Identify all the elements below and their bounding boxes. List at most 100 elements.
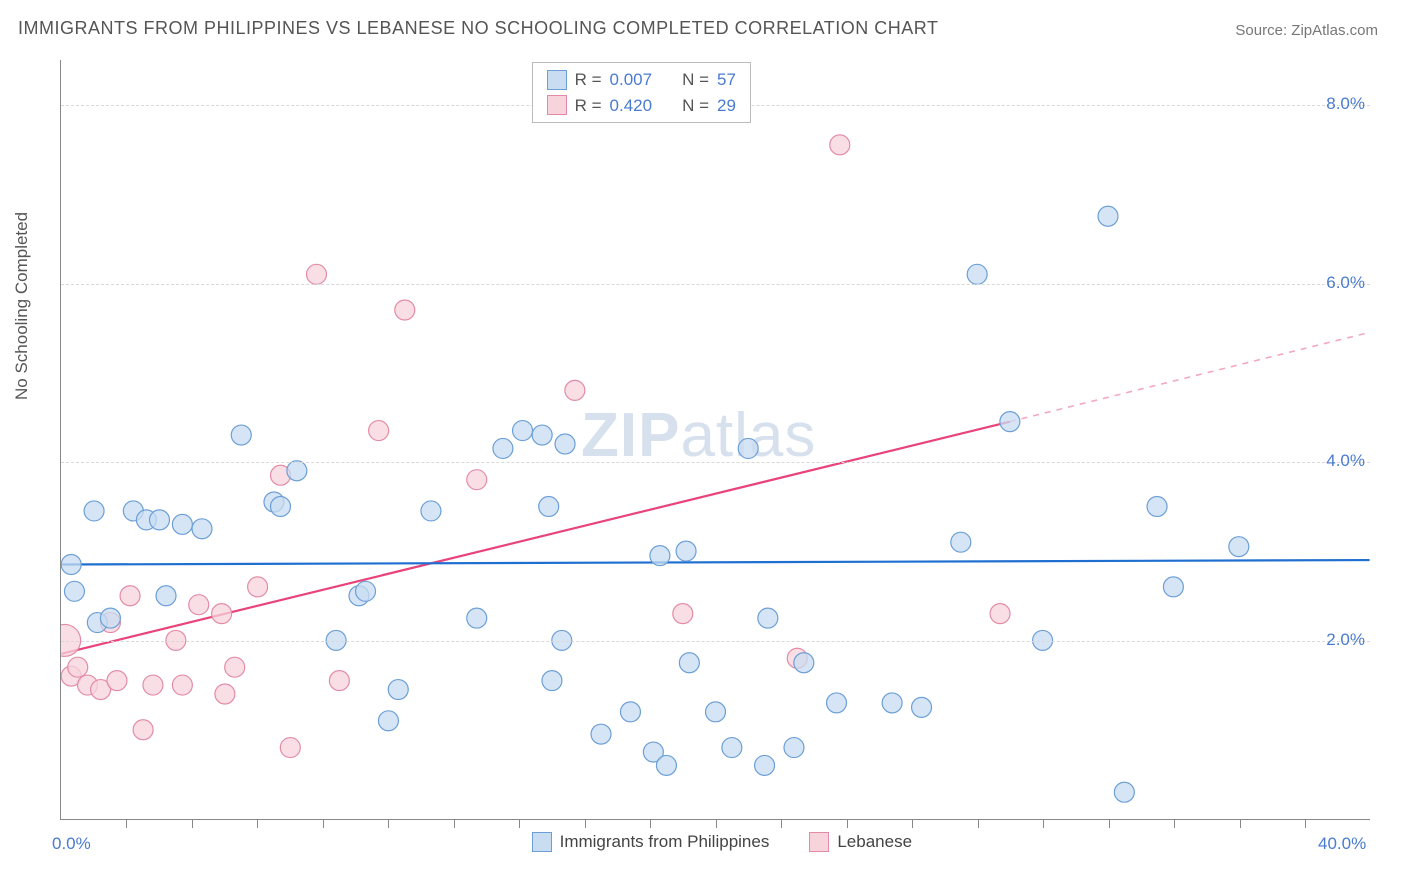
plot-area: ZIPatlas [60, 60, 1370, 820]
gridline [61, 462, 1370, 463]
data-point [271, 496, 291, 516]
x-tick [1109, 820, 1110, 828]
chart-container: IMMIGRANTS FROM PHILIPPINES VS LEBANESE … [0, 0, 1406, 892]
data-point [306, 264, 326, 284]
data-point [248, 577, 268, 597]
data-point [967, 264, 987, 284]
data-point [143, 675, 163, 695]
x-tick [912, 820, 913, 828]
data-point [61, 666, 81, 686]
y-tick-label: 6.0% [1310, 273, 1365, 293]
x-tick [192, 820, 193, 828]
data-point [591, 724, 611, 744]
x-tick [323, 820, 324, 828]
x-tick [1043, 820, 1044, 828]
n-label: N = [682, 67, 709, 93]
data-point [107, 671, 127, 691]
x-tick [1174, 820, 1175, 828]
regression-line [1010, 332, 1370, 421]
source-label: Source: [1235, 22, 1291, 39]
r-label: R = [575, 67, 602, 93]
data-point [68, 657, 88, 677]
data-point [388, 680, 408, 700]
data-point [172, 675, 192, 695]
x-tick [781, 820, 782, 828]
data-point [1000, 412, 1020, 432]
data-point [84, 501, 104, 521]
data-point [467, 608, 487, 628]
y-tick-label: 2.0% [1310, 630, 1365, 650]
watermark: ZIPatlas [581, 400, 816, 471]
watermark-rest: atlas [680, 401, 816, 470]
x-tick [650, 820, 651, 828]
data-point [794, 653, 814, 673]
data-point [542, 671, 562, 691]
data-point [78, 675, 98, 695]
data-point [136, 510, 156, 530]
data-point [912, 697, 932, 717]
data-point [784, 738, 804, 758]
data-point [271, 465, 291, 485]
data-point [827, 693, 847, 713]
data-point [61, 555, 81, 575]
data-point [225, 657, 245, 677]
data-point [133, 720, 153, 740]
r-value: 0.420 [610, 93, 653, 119]
data-point [676, 541, 696, 561]
series-legend: Immigrants from Philippines Lebanese [532, 832, 912, 852]
y-axis-label: No Schooling Completed [12, 212, 32, 400]
data-point [87, 613, 107, 633]
data-point [212, 604, 232, 624]
data-point [421, 501, 441, 521]
data-point [100, 613, 120, 633]
data-point [356, 581, 376, 601]
data-point [1114, 782, 1134, 802]
legend-row: R = 0.007 N = 57 [547, 67, 736, 93]
data-point [264, 492, 284, 512]
x-tick-label: 0.0% [52, 834, 91, 854]
data-point [722, 738, 742, 758]
data-point [172, 514, 192, 534]
data-point [493, 438, 513, 458]
data-point [620, 702, 640, 722]
y-tick-label: 4.0% [1310, 451, 1365, 471]
data-point [349, 586, 369, 606]
legend-label: Immigrants from Philippines [560, 832, 770, 852]
data-point [990, 604, 1010, 624]
data-point [755, 755, 775, 775]
data-point [1098, 206, 1118, 226]
x-tick [126, 820, 127, 828]
x-tick [847, 820, 848, 828]
data-point [287, 461, 307, 481]
data-point [513, 421, 533, 441]
data-point [565, 380, 585, 400]
data-point [329, 671, 349, 691]
watermark-bold: ZIP [581, 401, 680, 470]
data-point [650, 546, 670, 566]
r-value: 0.007 [610, 67, 653, 93]
data-point [156, 586, 176, 606]
source-attribution: Source: ZipAtlas.com [1235, 22, 1378, 39]
data-point [539, 496, 559, 516]
data-point [395, 300, 415, 320]
n-label: N = [682, 93, 709, 119]
correlation-legend: R = 0.007 N = 57 R = 0.420 N = 29 [532, 62, 751, 123]
chart-title: IMMIGRANTS FROM PHILIPPINES VS LEBANESE … [18, 18, 938, 39]
regression-line [61, 422, 1010, 654]
x-tick [454, 820, 455, 828]
data-point [231, 425, 251, 445]
data-point [1229, 537, 1249, 557]
data-point [369, 421, 389, 441]
x-tick [388, 820, 389, 828]
data-point [189, 595, 209, 615]
legend-row: R = 0.420 N = 29 [547, 93, 736, 119]
x-tick [257, 820, 258, 828]
regression-line [61, 560, 1369, 564]
x-tick [519, 820, 520, 828]
data-point [882, 693, 902, 713]
data-point [951, 532, 971, 552]
data-point [378, 711, 398, 731]
data-point [149, 510, 169, 530]
legend-swatch-icon [547, 95, 567, 115]
data-point [532, 425, 552, 445]
